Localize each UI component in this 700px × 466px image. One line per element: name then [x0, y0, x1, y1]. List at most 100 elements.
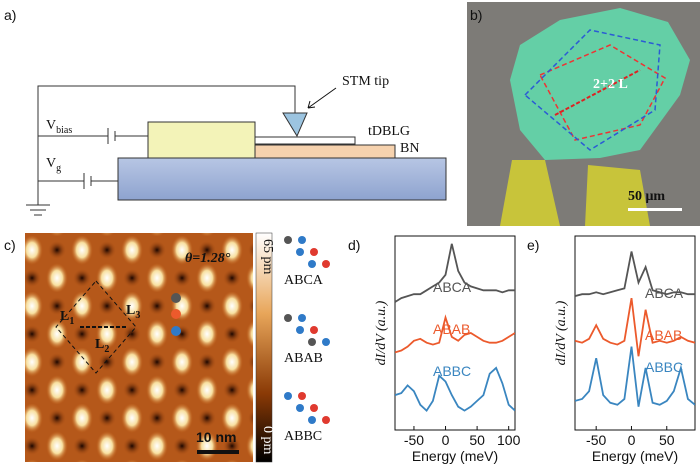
- arrow: [307, 87, 337, 109]
- atom: [322, 260, 330, 268]
- x-tick-label: 50: [659, 432, 675, 448]
- x-tick-label: 50: [469, 432, 485, 448]
- label: L: [126, 303, 135, 318]
- atom: [298, 314, 306, 322]
- label: θ=1.28°: [185, 251, 231, 266]
- atom: [322, 338, 330, 346]
- atom: [308, 416, 316, 424]
- bn-layer: [254, 144, 396, 159]
- bias-source: [38, 128, 148, 144]
- stm-image: [25, 233, 253, 462]
- atom: [284, 314, 292, 322]
- atom: [308, 338, 316, 346]
- substrate: [117, 157, 447, 201]
- label: bias: [56, 125, 72, 136]
- series-label: ABAB: [645, 327, 682, 343]
- scale-label: 50 μm: [628, 189, 665, 204]
- label: STM tip: [342, 74, 389, 89]
- line: [395, 366, 515, 412]
- label: L1: [60, 309, 74, 327]
- label: 3: [135, 310, 140, 321]
- x-tick-label: -50: [404, 432, 424, 448]
- scale-label: 10 nm: [196, 429, 236, 445]
- label: Vg: [46, 156, 61, 174]
- atom: [284, 236, 292, 244]
- label: L: [95, 337, 104, 352]
- flake: [510, 8, 690, 160]
- series-label: ABCA: [433, 279, 472, 295]
- site-marker: [171, 309, 181, 319]
- series-label: ABCA: [645, 285, 684, 301]
- atom: [310, 326, 318, 334]
- site-marker: [171, 326, 181, 336]
- plot-frame: [574, 235, 696, 431]
- panel-c: c) θ=1.28° L1 L2 L3 10 nm 65 pm 0 pm ABC…: [4, 232, 330, 463]
- y-axis-label: dI/dV (a.u.): [554, 300, 569, 365]
- label: L2: [95, 337, 109, 355]
- stacking-label: ABBC: [284, 429, 322, 444]
- x-tick-label: 0: [442, 432, 450, 448]
- label: V: [46, 118, 56, 133]
- region-outline: [523, 29, 661, 151]
- series-label: ABBC: [645, 359, 683, 375]
- label: g: [56, 163, 61, 174]
- stm-tip: [282, 112, 308, 138]
- colorbar: [255, 232, 273, 463]
- x-axis-label: Energy (meV): [592, 448, 678, 464]
- scale-bar: [628, 208, 682, 211]
- label: 2: [104, 344, 109, 355]
- panel-label: e): [527, 237, 539, 253]
- atom: [296, 326, 304, 334]
- line: [575, 297, 695, 357]
- panel-label: b): [470, 7, 482, 23]
- graphene-layer: [254, 136, 356, 145]
- boundary: [554, 69, 641, 116]
- stacking-diagrams: ABCA ABAB ABBC: [284, 236, 330, 444]
- atom: [310, 404, 318, 412]
- stacking-label: ABCA: [284, 273, 324, 288]
- wire: [37, 85, 296, 205]
- x-tick-label: 0: [628, 432, 636, 448]
- atom: [308, 260, 316, 268]
- electrodes: [500, 160, 650, 226]
- panel-label: d): [348, 237, 360, 253]
- label: 2+2 L: [593, 77, 628, 92]
- gate-source: [38, 173, 118, 189]
- line: [575, 346, 695, 407]
- panel-a: a) STM tip Vbias Vg tDBLG BN: [4, 7, 447, 216]
- atom: [284, 392, 292, 400]
- line: [575, 251, 695, 297]
- scale-bar: [197, 450, 239, 454]
- atom: [298, 236, 306, 244]
- atom: [296, 404, 304, 412]
- atom: [296, 248, 304, 256]
- colorbar-label: 0 pm: [260, 426, 275, 455]
- colorbar-label: 65 pm: [260, 239, 275, 275]
- series-label: ABAB: [433, 321, 470, 337]
- atom: [322, 416, 330, 424]
- label: V: [46, 156, 56, 171]
- stacking-label: ABAB: [284, 351, 323, 366]
- label: L: [60, 309, 69, 324]
- x-tick-label: 100: [497, 432, 521, 448]
- electrode: [147, 121, 256, 159]
- label: L3: [126, 303, 140, 321]
- ground: [26, 204, 50, 216]
- label: BN: [400, 141, 419, 156]
- panel-b: 2+2 L 50 μm b): [467, 2, 700, 226]
- panel-label: c): [4, 237, 16, 253]
- line: [395, 243, 515, 303]
- charts: -50 0 50 100 ABCA ABAB ABBC Energy (meV) dI/dV (…: [348, 235, 696, 464]
- atom: [298, 392, 306, 400]
- panel-label: a): [4, 7, 16, 23]
- label: tDBLG: [368, 124, 410, 139]
- series-label: ABBC: [433, 363, 471, 379]
- atom: [310, 248, 318, 256]
- label: 1: [69, 316, 74, 327]
- region-outline: [538, 44, 666, 141]
- line: [395, 314, 515, 354]
- site-marker: [171, 293, 181, 303]
- label: Vbias: [46, 118, 72, 136]
- y-axis-label: dI/dV (a.u.): [374, 300, 389, 365]
